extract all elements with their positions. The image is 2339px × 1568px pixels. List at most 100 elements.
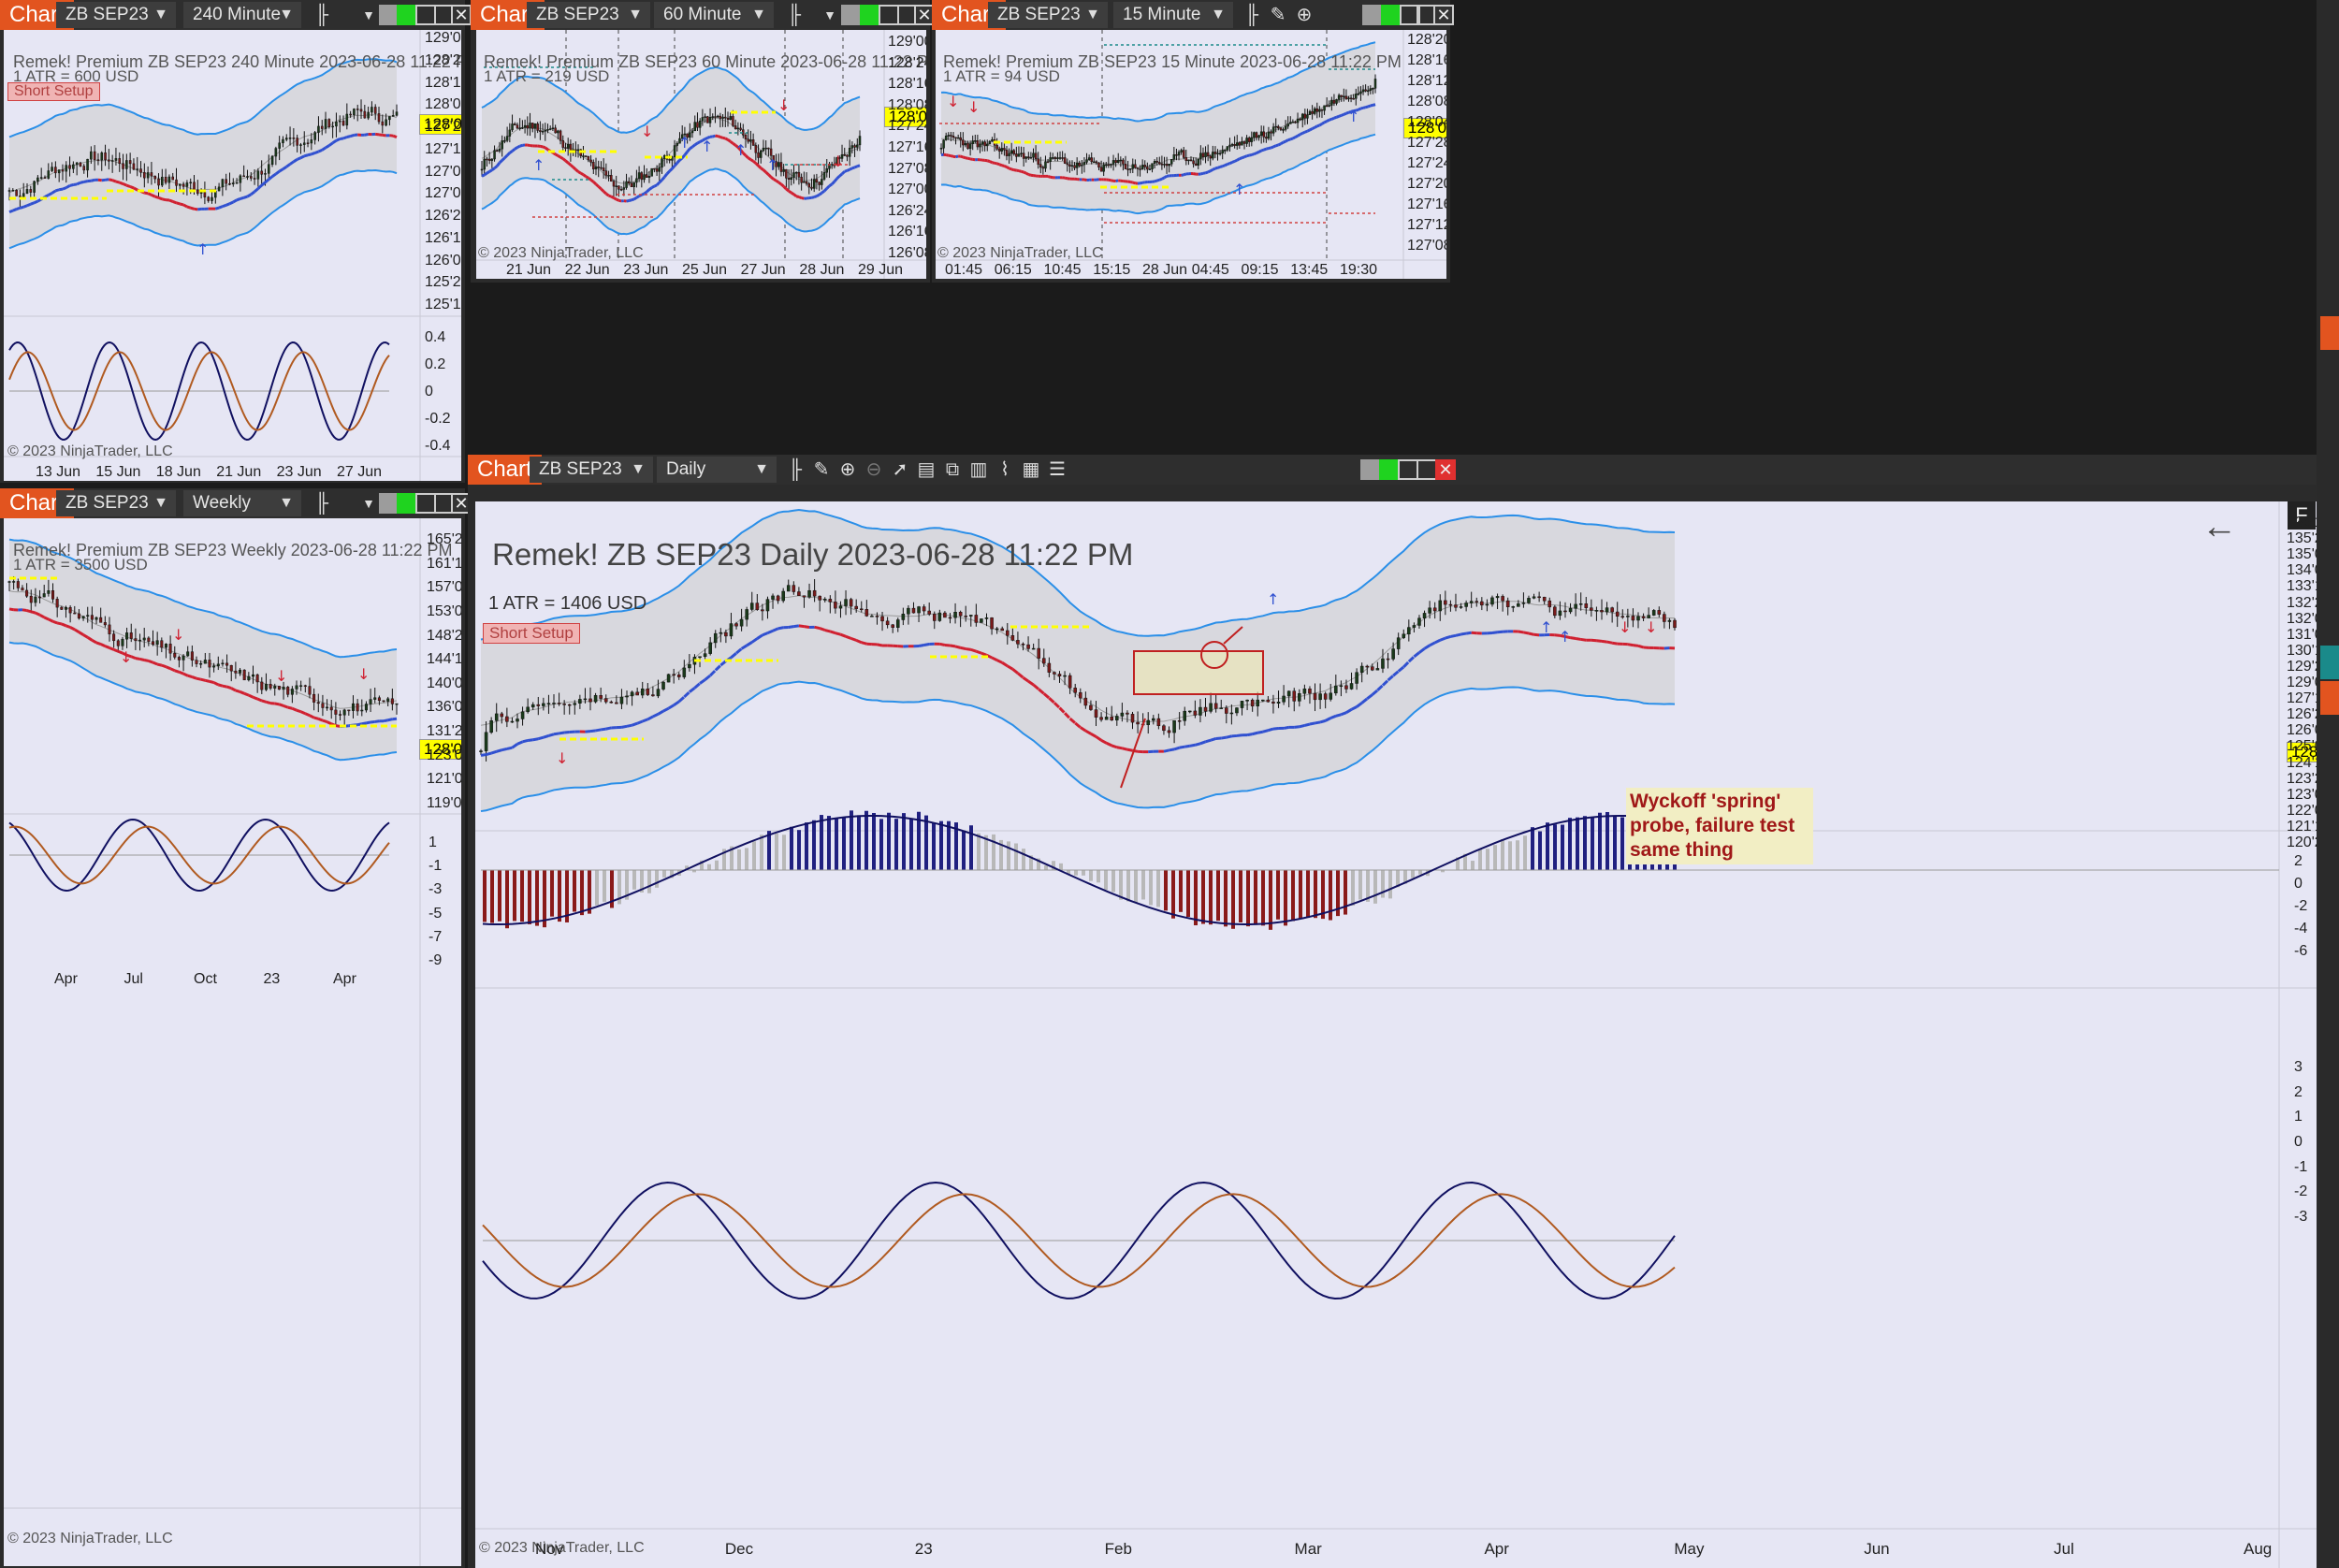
green-status-button[interactable] [397, 493, 417, 514]
interval-selector[interactable]: 60 Minute ▼ [654, 2, 774, 28]
bar-style-icon[interactable]: ╟ [788, 459, 803, 480]
candle-body [1063, 675, 1067, 677]
chevron-down-icon[interactable]: ▼ [362, 7, 375, 22]
minimize-button[interactable] [879, 5, 899, 25]
zoom-in-icon[interactable]: ⊕ [839, 459, 856, 480]
zoom-out-icon[interactable]: ⊖ [865, 459, 882, 480]
trend-ma-line [1090, 733, 1097, 738]
side-tab-orange-2[interactable] [2320, 681, 2339, 715]
minimize-button[interactable] [1400, 5, 1420, 25]
candle-body [578, 699, 582, 704]
green-status-button[interactable] [1381, 5, 1402, 25]
bar-style-icon[interactable]: ╟ [314, 5, 329, 25]
instrument-selector[interactable]: ZB SEP23 ▼ [988, 2, 1108, 28]
candle-body [678, 138, 681, 144]
candle-body [1085, 159, 1088, 163]
minimize-button[interactable] [1398, 459, 1418, 480]
trend-ma-line [840, 170, 846, 176]
side-tab-orange[interactable] [2320, 316, 2339, 350]
bar-style-icon[interactable]: ╟ [1244, 5, 1259, 25]
chart-menu-button[interactable]: Chart [468, 455, 542, 485]
zoom-in-icon[interactable]: ⊕ [1296, 5, 1313, 25]
instrument-selector[interactable]: ZB SEP23 ▼ [56, 490, 176, 516]
chevron-down-icon[interactable]: ▼ [362, 496, 375, 511]
plot-area[interactable]: ↓ ↓ ↓ ↓ Remek! Premium ZB SEP23 Weekly 2023… [4, 518, 461, 1566]
minimize-button[interactable] [415, 493, 436, 514]
interval-selector[interactable]: 240 Minute ▼ [183, 2, 301, 28]
trend-ma-line [1053, 702, 1061, 709]
trend-ma-line [1251, 152, 1255, 156]
trend-ma-line [618, 198, 622, 203]
trend-ma-line [1267, 727, 1274, 733]
candle-body [927, 610, 931, 615]
chevron-down-icon[interactable]: ▼ [823, 7, 836, 22]
trend-ma-line [1023, 170, 1027, 175]
trend-ma-line [26, 609, 32, 614]
buy-arrow-icon: ↑ [701, 138, 713, 155]
plot-area[interactable]: ↑ ↑ ↑ ↓ ↓ ↓ Remek! ZB SEP23 Daily 2023-06-28 … [475, 501, 2339, 1568]
interval-selector[interactable]: Weekly ▼ [183, 490, 301, 516]
axis-tick-label: 22 Jun [564, 262, 610, 278]
trend-ma-line [992, 161, 995, 165]
bar-style-icon[interactable]: ╟ [314, 493, 329, 514]
plot-area[interactable]: ↑ ↑ ↓ ↓ Remek! Premium ZB SEP23 15 Minute 2… [936, 30, 1446, 279]
interval-selector[interactable]: 15 Minute ▼ [1113, 2, 1233, 28]
candle-body [1337, 94, 1341, 100]
gray-toggle-button[interactable] [1360, 459, 1381, 480]
strategy-icon[interactable]: ▥ [969, 459, 988, 480]
trend-ma-line [1360, 697, 1369, 704]
candle-body [1361, 89, 1365, 93]
candle-body [1527, 598, 1531, 603]
gray-toggle-button[interactable] [841, 5, 862, 25]
instrument-selector[interactable]: ZB SEP23 ▼ [56, 2, 176, 28]
candle-body [1148, 168, 1152, 170]
trend-ma-line [226, 685, 232, 690]
gray-toggle-button[interactable] [1362, 5, 1383, 25]
candle-body [1182, 150, 1185, 158]
trend-ma-line [699, 138, 704, 143]
bar-style-icon[interactable]: ╟ [787, 5, 802, 25]
interval-selector[interactable]: Daily ▼ [657, 457, 777, 483]
green-status-button[interactable] [1379, 459, 1400, 480]
histogram-bar [1089, 870, 1093, 881]
histogram-bar [1568, 818, 1572, 870]
template-icon[interactable]: ⧉ [945, 459, 960, 480]
f-button[interactable]: F [2288, 501, 2316, 530]
close-button[interactable]: ✕ [914, 5, 935, 25]
plot-area[interactable]: ↑ ↑ ↑ ↑ ↑ ↓ ↓ ↓ Remek! Premium ZB SEP23 60 Minu… [476, 30, 926, 279]
plot-area[interactable]: ↑ Remek! Premium ZB SEP23 240 Minute 202… [4, 30, 461, 481]
instrument-selector[interactable]: ZB SEP23 ▼ [530, 457, 653, 483]
histogram-bar [1620, 817, 1624, 870]
side-tab-teal[interactable] [2320, 646, 2339, 679]
candle-body [1563, 610, 1567, 613]
back-arrow-icon[interactable]: ← [2201, 507, 2237, 546]
trend-ma-line [335, 724, 341, 728]
green-status-button[interactable] [860, 5, 880, 25]
green-status-button[interactable] [397, 5, 417, 25]
trend-ma-line [148, 660, 154, 664]
close-button[interactable]: ✕ [1435, 459, 1456, 480]
data-box-icon[interactable]: ▤ [917, 459, 936, 480]
chart-menu-button[interactable]: Chart [932, 0, 1006, 30]
pointer-icon[interactable]: ➚ [892, 459, 908, 480]
properties-icon[interactable]: ▦ [1022, 459, 1040, 480]
minimize-button[interactable] [415, 5, 436, 25]
candle-body [1364, 89, 1367, 92]
instrument-selector[interactable]: ZB SEP23 ▼ [527, 2, 650, 28]
oscillator-fast-line [482, 1181, 1676, 1299]
list-icon[interactable]: ☰ [1049, 459, 1066, 480]
candle-body [1320, 109, 1324, 111]
trend-ma-line [777, 626, 784, 631]
trend-ma-line [100, 643, 106, 647]
pencil-icon[interactable]: ✎ [1270, 5, 1286, 25]
close-button[interactable]: ✕ [1433, 5, 1454, 25]
trend-ma-line [1387, 675, 1395, 682]
candle-body [1037, 647, 1040, 659]
candle-body [331, 125, 334, 128]
close-button[interactable]: ✕ [451, 5, 472, 25]
maximize-button[interactable] [1416, 459, 1437, 480]
pencil-icon[interactable]: ✎ [813, 459, 830, 480]
indicator-icon[interactable]: ⌇ [1000, 459, 1010, 480]
candle-body [853, 145, 856, 148]
candle-body [308, 686, 312, 695]
